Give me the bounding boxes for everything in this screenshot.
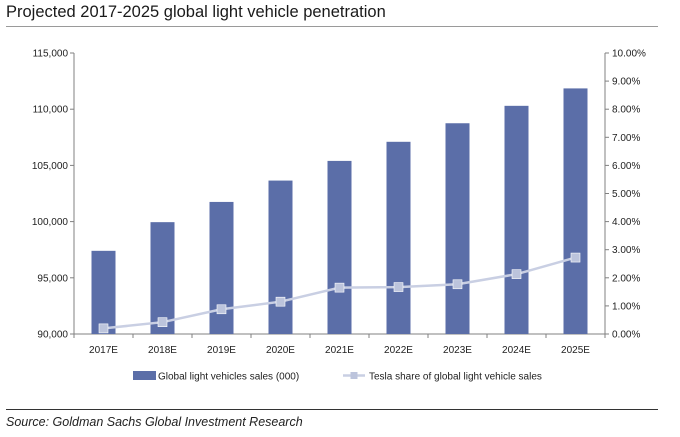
x-tick-label: 2024E (502, 345, 531, 356)
bar (91, 250, 116, 334)
legend-label-line: Tesla share of global light vehicle sale… (369, 372, 542, 383)
left-tick-label: 100,000 (32, 217, 69, 228)
line-point (570, 252, 581, 263)
x-tick-label: 2019E (207, 345, 236, 356)
x-tick-label: 2022E (384, 345, 413, 356)
line-point (98, 323, 109, 334)
chart-title: Projected 2017-2025 global light vehicle… (6, 3, 386, 21)
right-tick-label: 2.00% (612, 273, 640, 284)
bar-series (91, 88, 588, 334)
right-tick-label: 7.00% (612, 133, 640, 144)
line-point (216, 304, 227, 315)
line-point (275, 296, 286, 307)
bar (445, 123, 470, 334)
bar (209, 201, 234, 334)
right-tick-label: 9.00% (612, 77, 640, 88)
bar (504, 105, 529, 334)
line-point (452, 279, 463, 290)
left-tick-label: 115,000 (33, 49, 69, 60)
title-divider (6, 26, 658, 27)
bar (327, 160, 352, 334)
left-tick-label: 110,000 (33, 105, 69, 116)
bar (386, 141, 411, 334)
right-tick-label: 8.00% (612, 105, 640, 116)
bar (150, 222, 175, 334)
right-tick-label: 6.00% (612, 161, 640, 172)
legend: Global light vehicles sales (000) Tesla … (133, 371, 542, 383)
tick-labels: 90,000 95,000 100,000 105,000 110,000 115,000… (32, 49, 646, 357)
right-tick-label: 0.00% (612, 330, 640, 341)
x-tick-label: 2020E (266, 345, 295, 356)
left-tick-label: 105,000 (32, 161, 69, 172)
right-tick-label: 10.00% (612, 49, 646, 60)
line-point (393, 282, 404, 292)
right-tick-label: 5.00% (612, 189, 640, 200)
right-tick-label: 3.00% (612, 245, 640, 256)
line-point (511, 269, 522, 279)
x-tick-label: 2023E (443, 345, 472, 356)
left-tick-label: 95,000 (37, 273, 68, 284)
line-point (157, 317, 168, 327)
x-tick-label: 2025E (561, 345, 590, 356)
x-tick-label: 2021E (325, 345, 354, 356)
line-series (98, 252, 581, 334)
right-tick-label: 1.00% (612, 301, 640, 312)
source-note: Source: Goldman Sachs Global Investment … (6, 415, 303, 429)
legend-swatch-bar (133, 371, 156, 380)
left-tick-label: 90,000 (37, 330, 68, 341)
right-tick-label: 4.00% (612, 217, 640, 228)
line-point (334, 282, 345, 293)
footer-divider (6, 409, 658, 410)
legend-label-bar: Global light vehicles sales (000) (158, 372, 299, 383)
x-tick-label: 2017E (89, 345, 118, 356)
legend-swatch-marker (350, 372, 358, 379)
bar (268, 180, 293, 334)
x-tick-label: 2018E (148, 345, 177, 356)
bar (563, 88, 588, 334)
